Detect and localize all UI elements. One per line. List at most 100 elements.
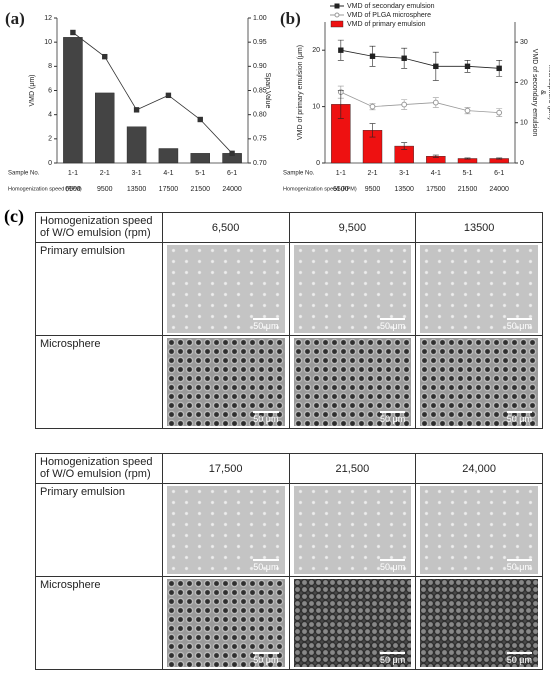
micrograph: 50 μm: [420, 579, 538, 667]
error-bar: [337, 89, 344, 119]
legend-label: VMD of primary emulsion: [347, 21, 426, 28]
x-tick-label: 6-1: [494, 170, 504, 177]
marker: [102, 53, 108, 60]
error-bar: [369, 123, 376, 138]
marker: [338, 47, 344, 53]
micrograph: 50 μm: [420, 486, 538, 574]
image-cell: 50 μm: [288, 335, 417, 429]
image-cell: 50 μm: [161, 242, 290, 336]
row-label: Sample No.: [8, 171, 40, 177]
marker: [197, 116, 203, 123]
row-label: Sample No.: [283, 171, 315, 177]
scale-bar: 50 μm: [253, 411, 279, 424]
bar: [94, 92, 115, 164]
micrograph: 50 μm: [293, 579, 412, 667]
line: [72, 32, 233, 154]
scale-bar: 50 μm: [380, 318, 406, 331]
speed-label: 6500: [65, 186, 81, 193]
charts: (a) 0 2 4 6 8 10 12 0.70 0.75 0.80 0.85 0.90 0.95 1.00…: [5, 3, 550, 193]
marker: [464, 107, 471, 114]
y2-axis-title: &: [539, 90, 546, 95]
x-tick-label: 4-1: [163, 170, 173, 177]
micrograph: 50 μm: [166, 486, 285, 574]
row-label: Microsphere: [35, 335, 163, 429]
y2-tick-label: 0.75: [253, 136, 267, 143]
image-cell: 50 μm: [415, 483, 543, 577]
line: [340, 49, 500, 69]
y2-tick-label: 0.90: [253, 63, 267, 70]
y2-axis-title: VMD of secondary emulsion: [531, 49, 538, 137]
legend-label: VMD of secondary emulsion: [347, 3, 435, 10]
legend-marker: [334, 3, 340, 9]
y2-tick-label: 10: [520, 120, 528, 127]
header-cell: Homogenization speed of W/O emulsion (rp…: [35, 453, 163, 484]
y2-tick-label: 0.95: [253, 39, 267, 46]
speed-label: 24000: [489, 186, 509, 193]
error-bar: [401, 142, 408, 150]
marker: [401, 101, 408, 108]
speed-label: 9500: [365, 186, 381, 193]
header-cell: 9,500: [288, 212, 417, 243]
header-row: Homogenization speed of W/O emulsion (rp…: [35, 212, 543, 243]
image-cell: 50 μm: [161, 483, 290, 577]
bar: [126, 126, 147, 164]
header-cell: 17,500: [161, 453, 290, 484]
y-tick-label: 12: [44, 15, 52, 22]
legend-marker: [334, 12, 340, 18]
error-bar: [496, 157, 503, 160]
marker: [401, 55, 407, 61]
marker: [496, 109, 503, 116]
header-cell: 6,500: [161, 212, 290, 243]
image-cell: 50 μm: [415, 242, 543, 336]
speed-label: 21500: [191, 186, 211, 193]
marker: [70, 29, 76, 36]
x-tick-label: 2-1: [100, 170, 110, 177]
panel-label: (a): [5, 9, 25, 28]
y2-axis-title: microsphere (μm): [547, 65, 550, 120]
y2-tick-label: 30: [520, 39, 528, 46]
header-cell: 21,500: [288, 453, 417, 484]
y2-tick-label: 1.00: [253, 15, 267, 22]
marker: [369, 53, 376, 59]
scale-bar: 50 μm: [506, 652, 532, 665]
marker: [464, 63, 471, 70]
y-tick-label: 2: [48, 136, 52, 143]
micrograph: 50 μm: [420, 245, 538, 333]
micrograph: 50 μm: [166, 579, 285, 667]
panel-label: (b): [280, 9, 301, 28]
speed-label: 13500: [127, 186, 147, 193]
scale-bar: 50 μm: [380, 652, 406, 665]
x-tick-label: 3-1: [132, 170, 142, 177]
marker: [433, 63, 439, 70]
micrograph: 50 μm: [293, 486, 412, 574]
y2-tick-label: 0.80: [253, 112, 267, 119]
row-label: Homogenization speed (RPM): [283, 186, 357, 192]
scale-bar: 50 μm: [253, 652, 279, 665]
image-table: Homogenization speed of W/O emulsion (rp…: [35, 212, 543, 429]
scale-bar: 50 μm: [380, 411, 406, 424]
y-axis-title: VMD (μm): [29, 74, 36, 106]
y-tick-label: 20: [312, 47, 320, 54]
micrograph: 50 μm: [166, 338, 285, 426]
speed-label: 6500: [333, 186, 349, 193]
image-cell: 50 μm: [415, 576, 543, 670]
image-table: Homogenization speed of W/O emulsion (rp…: [35, 453, 543, 670]
error-bar: [432, 154, 439, 158]
marker: [229, 150, 235, 157]
y-tick-label: 0: [316, 160, 320, 167]
row-label: Homogenization speed (RPM): [8, 186, 82, 192]
x-tick-label: 1-1: [68, 170, 78, 177]
scale-bar: 50 μm: [506, 411, 532, 424]
micrograph: 50 μm: [420, 338, 538, 426]
header-cell: 24,000: [415, 453, 543, 484]
y-tick-label: 10: [312, 103, 320, 110]
micrograph: 50 μm: [293, 245, 412, 333]
image-cell: 50 μm: [415, 335, 543, 429]
marker: [165, 92, 172, 99]
scale-bar: 50 μm: [506, 559, 532, 572]
axis-frame: [56, 18, 249, 164]
speed-label: 17500: [159, 186, 179, 193]
x-tick-label: 1-1: [336, 170, 346, 177]
y2-tick-label: 0.85: [253, 87, 267, 94]
